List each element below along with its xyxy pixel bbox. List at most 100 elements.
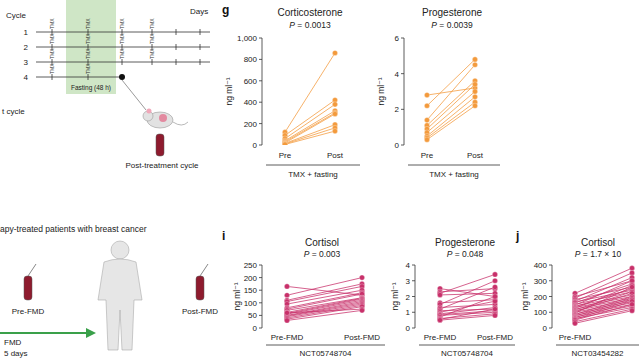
- x-tick-label: Pre-FMD: [424, 333, 457, 342]
- y-tick-label: 6: [395, 34, 400, 43]
- y-axis-label: ng ml⁻¹: [390, 282, 400, 310]
- y-tick: [549, 328, 552, 329]
- tmx-label: TMX: [49, 18, 55, 29]
- p-text: = 1.7 × 10: [581, 249, 622, 259]
- chart: CortisolP = 1.7 × 100100200300400ng ml⁻¹…: [520, 237, 639, 358]
- y-tick-label: 400: [534, 261, 548, 270]
- point: [284, 293, 289, 298]
- bracket: [419, 345, 515, 346]
- y-tick-label: 600: [244, 77, 258, 86]
- point: [629, 308, 634, 313]
- blood-tube: [156, 134, 164, 156]
- connector: [122, 80, 146, 110]
- x-axis-label: TMX + fasting: [288, 170, 338, 179]
- paired-line: [285, 53, 335, 132]
- y-tick: [549, 265, 552, 266]
- bracket: [556, 345, 639, 346]
- bracket: [266, 165, 360, 166]
- paired-line: [285, 114, 335, 143]
- data-group: [572, 266, 634, 326]
- data-group: [282, 50, 337, 145]
- tmx-label: TMX: [49, 63, 55, 74]
- y-tick: [259, 145, 262, 146]
- point: [629, 266, 634, 271]
- point: [492, 284, 497, 289]
- y-tick-label: 800: [244, 55, 258, 64]
- data-group: [424, 57, 477, 142]
- person-head: [111, 241, 129, 259]
- fmd-arrow: [0, 332, 86, 334]
- point: [437, 292, 442, 297]
- point: [332, 128, 337, 133]
- chart-title: Cortisol: [305, 237, 339, 248]
- paired-line: [285, 125, 335, 144]
- point: [492, 307, 497, 312]
- point: [492, 313, 497, 318]
- p-text: = 0.003: [309, 249, 340, 259]
- y-tick-label: 200: [534, 293, 548, 302]
- timeline-tick: [176, 59, 177, 65]
- y-axis-label: ng ml⁻¹: [376, 77, 386, 105]
- y-tick: [401, 145, 404, 146]
- pre-label: Pre-FMD: [12, 307, 45, 316]
- y-tick-label: 1: [406, 308, 411, 317]
- point: [437, 317, 442, 322]
- y-tick: [259, 302, 262, 303]
- point: [359, 308, 364, 313]
- point: [284, 318, 289, 323]
- x-tick-label: Pre: [421, 151, 434, 160]
- p-text: = 0.0039: [437, 20, 473, 30]
- point: [284, 310, 289, 315]
- point: [284, 284, 289, 289]
- point: [284, 310, 289, 315]
- cycle-number: 2: [24, 43, 29, 52]
- y-tick: [412, 328, 415, 329]
- paired-line: [440, 315, 495, 320]
- y-tick: [549, 280, 552, 281]
- chart: CortisolP = 0.003050100150200250ng ml⁻¹P…: [232, 237, 385, 358]
- cohort-caption: apy-treated patients with breast cancer: [0, 224, 147, 234]
- point: [572, 321, 577, 326]
- tmx-label: TMX: [85, 48, 91, 59]
- p-value: P = 0.048: [447, 249, 484, 259]
- y-tick-label: 0: [406, 324, 411, 333]
- panel-label: j: [515, 229, 519, 243]
- y-tick: [412, 296, 415, 297]
- y-axis-line: [262, 265, 263, 328]
- y-tick: [259, 123, 262, 124]
- tmx-label: TMX: [119, 33, 125, 44]
- fmd-arrowhead: [86, 328, 96, 338]
- x-axis-label: NCT03454282: [571, 349, 624, 358]
- point: [492, 272, 497, 277]
- data-group: [437, 272, 497, 323]
- chart-title: Cortisol: [581, 237, 615, 248]
- x-tick-label: Post-FMD: [344, 333, 380, 342]
- y-tick: [549, 312, 552, 313]
- paired-line: [427, 59, 475, 105]
- y-tick: [259, 277, 262, 278]
- y-tick-label: 1,000: [237, 34, 258, 43]
- y-tick: [549, 296, 552, 297]
- y-tick: [259, 290, 262, 291]
- paired-line: [440, 309, 495, 319]
- y-tick: [259, 315, 262, 316]
- x-tick-label: Pre: [279, 151, 292, 160]
- sampling-label: Post-treatment cycle: [126, 161, 199, 170]
- point: [492, 307, 497, 312]
- paired-line: [427, 102, 475, 138]
- y-tick: [401, 109, 404, 110]
- y-tick-label: 300: [534, 277, 548, 286]
- y-tick-label: 2: [406, 293, 411, 302]
- x-axis-label: NCT05748704: [441, 349, 494, 358]
- point: [332, 102, 337, 107]
- panel-label: i: [222, 229, 225, 243]
- cycle-number: 4: [24, 73, 29, 82]
- tmx-label: TMX: [119, 18, 125, 29]
- paired-line: [427, 92, 475, 133]
- point: [629, 302, 634, 307]
- y-tick-label: 50: [248, 311, 257, 320]
- p-value: P = 1.7 × 10: [575, 249, 622, 259]
- y-tick-label: 2: [395, 105, 400, 114]
- y-tick: [401, 73, 404, 74]
- point: [472, 103, 477, 108]
